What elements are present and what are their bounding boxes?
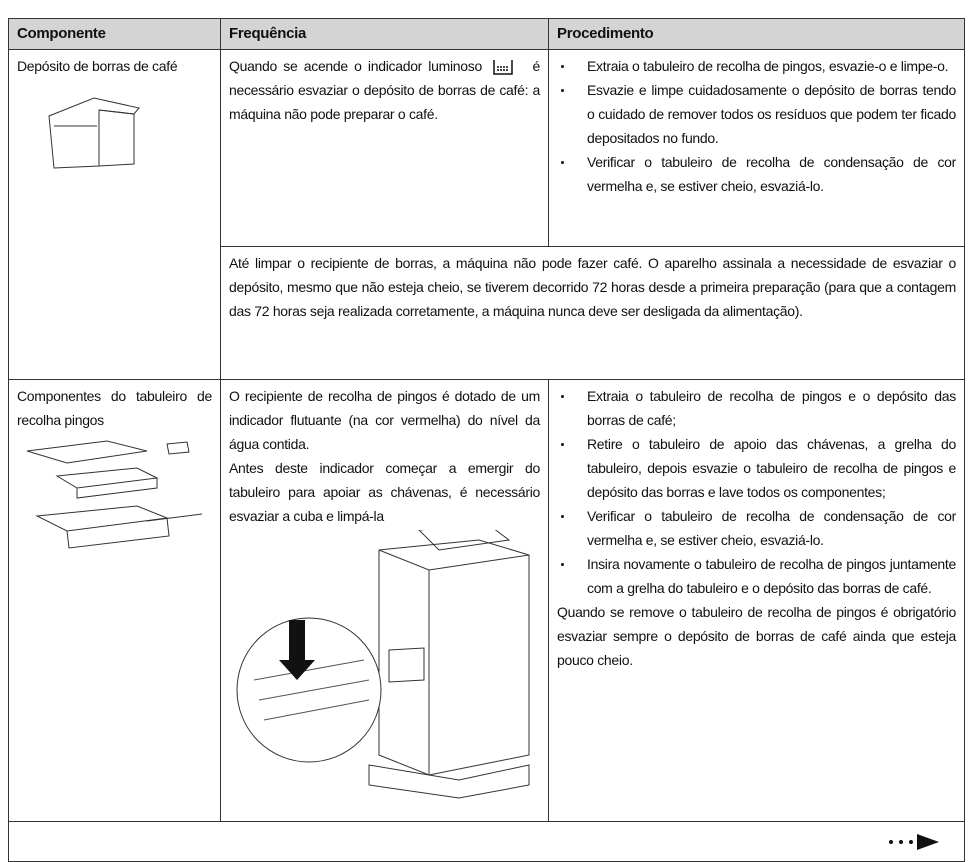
grounds-container-illustration (48, 97, 140, 169)
header-cell: Frequência (220, 18, 549, 50)
procedure-cell: Extraia o tabuleiro de recolha de pingos… (548, 379, 965, 822)
procedure-step: Verificar o tabuleiro de recolha de cond… (557, 504, 956, 552)
frequency-text: O recipiente de recolha de pingos é dota… (229, 388, 540, 452)
machine-illustration (236, 530, 530, 799)
continue-arrow (889, 834, 939, 850)
note-cell: Até limpar o recipiente de borras, a máq… (220, 246, 965, 380)
maintenance-table: Componente Frequência Procedimento Depós… (8, 18, 965, 862)
row: Depósito de borras de café Quando se ace… (8, 49, 965, 380)
component-cell: Depósito de borras de café (8, 49, 221, 380)
row: Componentes do tabuleiro de recolha ping… (8, 379, 965, 822)
procedure-step: Esvazie e limpe cuidadosamente o depósit… (557, 78, 956, 150)
frequency-text: é necessário esvaziar o depósito de borr… (229, 58, 541, 122)
procedure-step: Extraia o tabuleiro de recolha de pingos… (557, 384, 956, 432)
frequency-text: Quando se acende o indicador luminoso (229, 58, 482, 74)
frequency-cell: O recipiente de recolha de pingos é dota… (220, 379, 549, 822)
row: Até limpar o recipiente de borras, a máq… (9, 246, 965, 380)
procedure-step: Verificar o tabuleiro de recolha de cond… (557, 150, 956, 198)
continuation-row (8, 821, 965, 862)
header-row: Componente Frequência Procedimento (8, 18, 965, 50)
indicator-icon (493, 60, 513, 76)
frequency-cell: Quando se acende o indicador luminoso é … (220, 49, 549, 247)
component-cell: Componentes do tabuleiro de recolha ping… (8, 379, 221, 822)
continuation-cell (8, 821, 965, 862)
header-cell: Componente (8, 18, 221, 50)
procedure-list: Extraia o tabuleiro de recolha de pingos… (557, 384, 956, 600)
procedure-step: Extraia o tabuleiro de recolha de pingos… (557, 54, 956, 78)
drip-tray-illustration (26, 440, 203, 549)
component-name: Depósito de borras de café (17, 58, 178, 74)
procedure-step: Insira novamente o tabuleiro de recolha … (557, 552, 956, 600)
component-name: Componentes do tabuleiro de recolha ping… (17, 388, 212, 428)
procedure-step: Retire o tabuleiro de apoio das chávenas… (557, 432, 956, 504)
procedure-note: Quando se remove o tabuleiro de recolha … (557, 604, 956, 668)
procedure-list: Extraia o tabuleiro de recolha de pingos… (557, 54, 956, 198)
frequency-text: Antes deste indicador começar a emergir … (229, 460, 540, 524)
procedure-cell: Extraia o tabuleiro de recolha de pingos… (548, 49, 965, 247)
header-cell: Procedimento (548, 18, 965, 50)
